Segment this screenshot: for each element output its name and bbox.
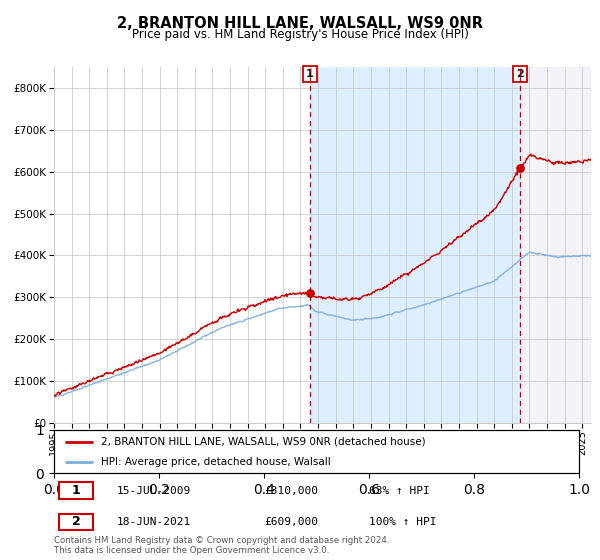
Text: Contains HM Land Registry data © Crown copyright and database right 2024.
This d: Contains HM Land Registry data © Crown c… [54,536,389,556]
Text: 2: 2 [516,69,524,79]
Bar [520,67,591,423]
Text: 2: 2 [72,515,80,529]
Text: 1: 1 [72,484,80,497]
Text: 63% ↑ HPI: 63% ↑ HPI [369,486,430,496]
Point [305,288,315,297]
Point [515,164,524,172]
Text: 2, BRANTON HILL LANE, WALSALL, WS9 0NR (detached house): 2, BRANTON HILL LANE, WALSALL, WS9 0NR (… [101,437,426,447]
Text: £609,000: £609,000 [264,517,318,527]
Bar [310,67,520,423]
Text: £310,000: £310,000 [264,486,318,496]
Text: 2, BRANTON HILL LANE, WALSALL, WS9 0NR: 2, BRANTON HILL LANE, WALSALL, WS9 0NR [117,16,483,31]
Text: 100% ↑ HPI: 100% ↑ HPI [369,517,437,527]
Text: 15-JUL-2009: 15-JUL-2009 [117,486,191,496]
Text: HPI: Average price, detached house, Walsall: HPI: Average price, detached house, Wals… [101,458,331,467]
Text: 18-JUN-2021: 18-JUN-2021 [117,517,191,527]
FancyBboxPatch shape [59,514,94,530]
Text: 1: 1 [306,69,314,79]
FancyBboxPatch shape [59,482,94,499]
Text: Price paid vs. HM Land Registry's House Price Index (HPI): Price paid vs. HM Land Registry's House … [131,28,469,41]
